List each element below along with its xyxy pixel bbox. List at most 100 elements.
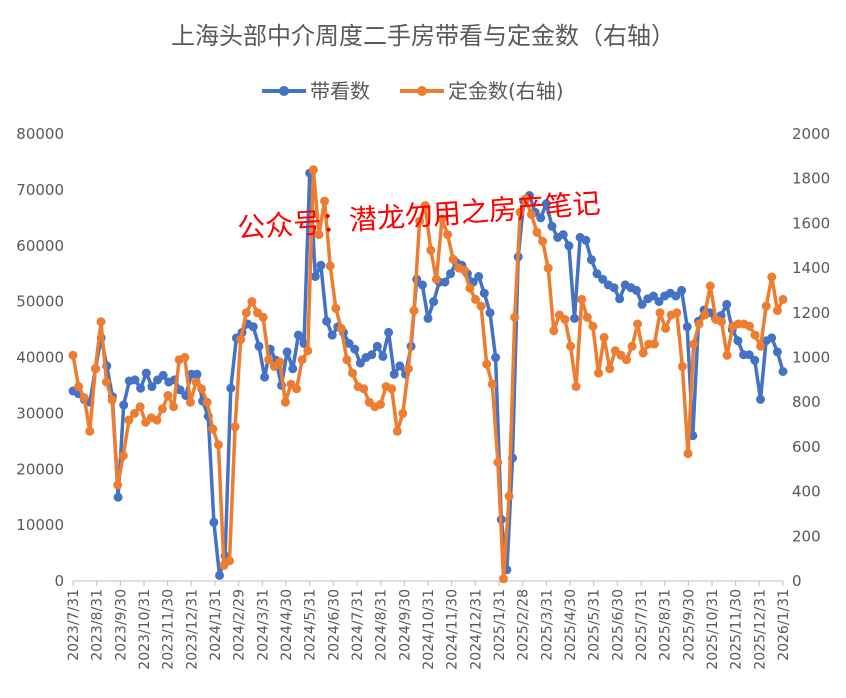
legend-swatch-marker-daikan — [279, 86, 289, 96]
data-point-dingjin — [689, 339, 699, 349]
data-point-daikan — [316, 260, 326, 270]
data-point-daikan — [446, 269, 455, 279]
data-point-dingjin — [560, 315, 570, 324]
y-left-tick-label: 0 — [54, 572, 64, 590]
data-point-daikan — [564, 241, 574, 251]
data-point-dingjin — [471, 294, 480, 304]
data-point-dingjin — [420, 201, 430, 210]
x-axis-tick-label: 2025/6/30 — [610, 589, 626, 661]
data-point-daikan — [136, 383, 146, 393]
data-point-dingjin — [320, 196, 330, 206]
x-axis-tick-label: 2024/6/30 — [326, 589, 342, 661]
data-point-dingjin — [241, 308, 251, 318]
data-point-daikan — [423, 313, 433, 323]
data-point-dingjin — [638, 348, 648, 358]
data-point-daikan — [547, 221, 557, 231]
data-point-daikan — [722, 299, 732, 309]
x-axis-tick-label: 2025/9/30 — [681, 589, 697, 661]
data-point-daikan — [141, 368, 151, 378]
data-point-dingjin — [627, 341, 637, 351]
data-point-daikan — [344, 339, 354, 348]
data-point-dingjin — [202, 397, 212, 407]
x-axis-tick-label: 2023/8/31 — [90, 589, 106, 661]
data-point-dingjin — [582, 312, 592, 322]
data-point-dingjin — [577, 294, 587, 304]
y-right-tick-label: 0 — [792, 572, 802, 590]
data-point-dingjin — [68, 350, 78, 360]
y-left-tick-label: 80000 — [16, 125, 64, 143]
data-point-dingjin — [588, 321, 598, 331]
data-point-dingjin — [745, 321, 754, 331]
data-point-daikan — [367, 350, 377, 360]
data-point-daikan — [682, 322, 692, 332]
data-point-dingjin — [387, 384, 397, 394]
data-point-dingjin — [594, 368, 603, 378]
data-point-dingjin — [163, 391, 173, 400]
data-point-dingjin — [543, 263, 553, 273]
data-point-dingjin — [303, 346, 313, 356]
x-axis-tick-label: 2024/7/31 — [350, 589, 366, 661]
data-point-daikan — [479, 288, 489, 298]
x-axis-tick-label: 2023/12/31 — [184, 589, 200, 670]
data-point-daikan — [310, 272, 320, 281]
x-axis-tick-label: 2025/12/31 — [752, 589, 768, 670]
chart-title: 上海头部中介周度二手房带看与定金数（右轴） — [171, 22, 675, 50]
data-point-dingjin — [705, 281, 715, 291]
data-point-daikan — [378, 351, 388, 361]
data-point-dingjin — [510, 312, 520, 322]
y-right-tick-label: 1000 — [792, 349, 830, 367]
x-axis-tick-label: 2025/7/31 — [634, 589, 650, 661]
data-point-daikan — [632, 285, 641, 295]
data-point-daikan — [581, 235, 591, 245]
data-point-dingjin — [649, 339, 659, 349]
series-layer — [68, 165, 788, 584]
chart-legend: 带看数 定金数(右轴) — [262, 79, 564, 103]
data-point-dingjin — [605, 364, 615, 374]
y-left-tick-label: 20000 — [16, 460, 64, 478]
data-point-daikan — [175, 385, 185, 395]
y-right-tick-label: 1800 — [792, 170, 830, 188]
data-point-dingjin — [756, 341, 766, 351]
data-point-daikan — [260, 372, 270, 382]
data-point-dingjin — [297, 355, 307, 365]
data-point-dingjin — [465, 283, 475, 293]
x-axis-tick-label: 2024/1/31 — [208, 589, 224, 661]
data-point-dingjin — [683, 449, 693, 459]
y-right-tick-label: 600 — [792, 438, 821, 456]
x-axis-ticks: 2023/7/31 2023/8/31 2023/9/30 2023/10/31 202… — [66, 581, 792, 670]
data-point-daikan — [637, 299, 647, 309]
data-point-dingjin — [392, 426, 402, 436]
data-point-dingjin — [85, 426, 95, 436]
data-point-dingjin — [208, 424, 218, 434]
data-point-dingjin — [308, 165, 318, 175]
data-point-daikan — [417, 280, 427, 290]
data-point-dingjin — [571, 382, 581, 392]
data-point-daikan — [615, 294, 625, 304]
data-point-daikan — [598, 274, 608, 284]
data-point-daikan — [215, 570, 224, 580]
data-point-daikan — [778, 367, 788, 376]
data-point-dingjin — [79, 393, 89, 403]
data-point-dingjin — [599, 332, 609, 342]
data-point-dingjin — [437, 214, 447, 224]
data-point-dingjin — [225, 556, 234, 566]
data-point-dingjin — [487, 379, 497, 389]
data-point-dingjin — [113, 480, 123, 490]
data-point-dingjin — [230, 422, 240, 432]
data-point-dingjin — [398, 408, 408, 418]
data-point-daikan — [322, 316, 332, 326]
data-point-dingjin — [258, 312, 268, 322]
data-point-daikan — [772, 347, 782, 357]
data-point-dingjin — [336, 323, 346, 333]
x-axis-tick-label: 2026/1/31 — [776, 589, 792, 661]
data-point-dingjin — [124, 415, 134, 425]
data-point-dingjin — [761, 301, 771, 311]
data-point-daikan — [592, 269, 602, 279]
y-right-tick-label: 800 — [792, 393, 821, 411]
data-point-daikan — [654, 297, 664, 307]
y-left-tick-label: 70000 — [16, 181, 64, 199]
data-point-daikan — [147, 382, 157, 392]
legend-label-dingjin: 定金数(右轴) — [448, 79, 564, 103]
data-point-dingjin — [655, 308, 665, 318]
